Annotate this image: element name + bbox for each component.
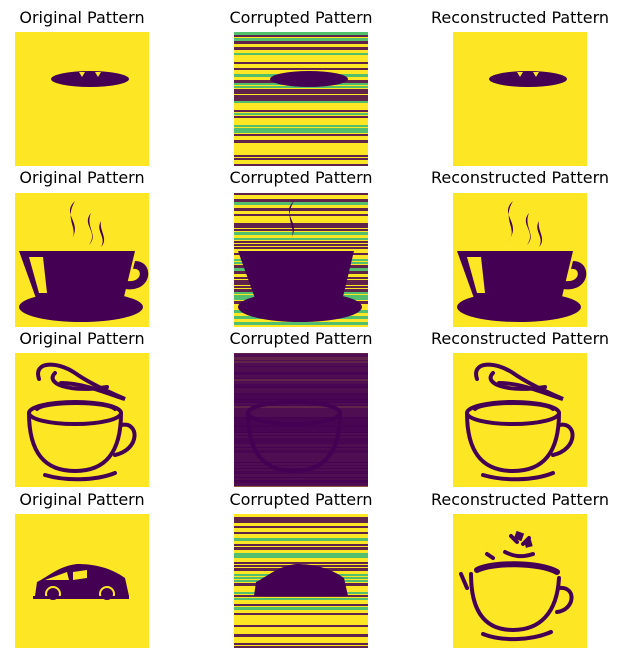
title-reconstructed-r2: Reconstructed Pattern — [430, 168, 609, 187]
title-corrupted-r3: Corrupted Pattern — [229, 329, 373, 348]
panel-corrupted-r4 — [234, 514, 368, 648]
title-original-r3: Original Pattern — [19, 329, 145, 348]
panel-reconstructed-r2 — [453, 193, 587, 327]
panel-reconstructed-r4 — [453, 514, 587, 648]
panel-original-r4 — [15, 514, 149, 648]
panel-reconstructed-r1 — [453, 32, 587, 166]
title-corrupted-r1: Corrupted Pattern — [229, 8, 373, 27]
panel-original-r3 — [15, 353, 149, 487]
panel-corrupted-r3 — [234, 353, 368, 487]
panel-reconstructed-r3 — [453, 353, 587, 487]
panel-original-r1 — [15, 32, 149, 166]
stripes-r1 — [234, 32, 368, 166]
panel-corrupted-r1 — [234, 32, 368, 166]
title-corrupted-r2: Corrupted Pattern — [229, 168, 373, 187]
title-original-r4: Original Pattern — [19, 490, 145, 509]
title-corrupted-r4: Corrupted Pattern — [229, 490, 373, 509]
panel-corrupted-r2 — [234, 193, 368, 327]
title-original-r2: Original Pattern — [19, 168, 145, 187]
panel-original-r2 — [15, 193, 149, 327]
title-reconstructed-r3: Reconstructed Pattern — [430, 329, 609, 348]
title-reconstructed-r1: Reconstructed Pattern — [430, 8, 609, 27]
title-reconstructed-r4: Reconstructed Pattern — [430, 490, 609, 509]
title-original-r1: Original Pattern — [19, 8, 145, 27]
